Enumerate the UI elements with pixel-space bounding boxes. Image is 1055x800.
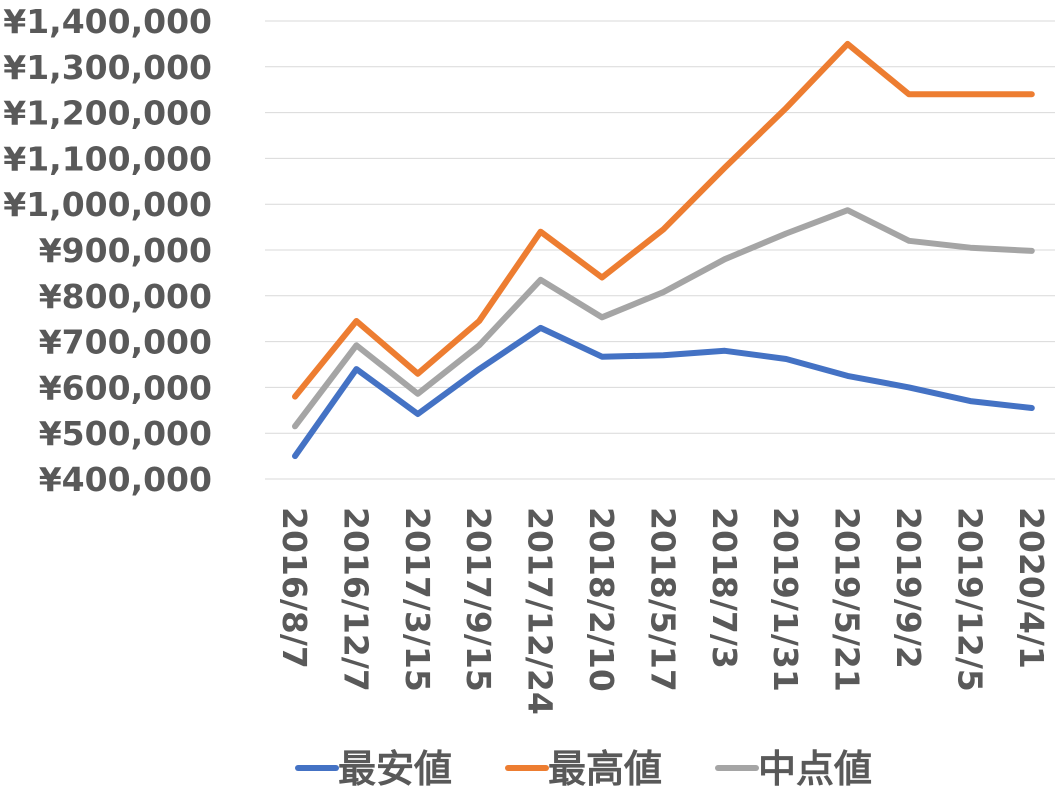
- y-tick-label: ¥1,400,000: [3, 2, 212, 41]
- y-axis-tick-labels: ¥400,000 ¥500,000 ¥600,000 ¥700,000 ¥800,000…: [3, 2, 212, 499]
- y-tick-label: ¥1,300,000: [3, 48, 212, 87]
- legend-label: 中点値: [758, 747, 872, 791]
- x-tick-label: 2017/9/15: [459, 507, 498, 692]
- series-lines: [292, 40, 1035, 460]
- x-tick-label: 2020/4/1: [1012, 507, 1051, 669]
- y-tick-label: ¥1,100,000: [3, 139, 212, 178]
- series-line-1: [292, 324, 1035, 460]
- x-tick-label: 2016/8/7: [275, 507, 314, 669]
- legend-label: 最高値: [548, 747, 662, 791]
- y-tick-label: ¥500,000: [39, 414, 212, 453]
- y-tick-label: ¥800,000: [39, 277, 212, 316]
- y-tick-label: ¥600,000: [39, 368, 212, 407]
- legend: 最安値 最高値 中点値: [295, 747, 872, 791]
- y-tick-label: ¥1,000,000: [3, 185, 212, 224]
- legend-label: 最安値: [338, 747, 452, 791]
- x-tick-label: 2018/7/3: [705, 507, 744, 669]
- x-tick-label: 2019/1/31: [766, 507, 805, 692]
- x-tick-label: 2017/12/24: [521, 507, 560, 715]
- y-tick-label: ¥900,000: [39, 231, 212, 270]
- x-tick-label: 2017/3/15: [398, 507, 437, 692]
- series-line-3: [292, 207, 1035, 430]
- y-tick-label: ¥700,000: [39, 323, 212, 362]
- series-line-2: [292, 40, 1035, 400]
- x-tick-label: 2019/12/5: [950, 507, 989, 692]
- x-axis-tick-labels: 2016/8/7 2016/12/7 2017/3/15 2017/9/15 2017/…: [275, 507, 1051, 715]
- x-tick-label: 2019/9/2: [889, 507, 928, 669]
- x-tick-label: 2018/5/17: [643, 507, 682, 692]
- x-tick-label: 2016/12/7: [336, 507, 375, 692]
- x-tick-label: 2018/2/10: [582, 507, 621, 692]
- x-tick-label: 2019/5/21: [828, 507, 867, 692]
- gridlines: [265, 20, 1055, 480]
- y-tick-label: ¥1,200,000: [3, 94, 212, 133]
- y-tick-label: ¥400,000: [39, 460, 212, 499]
